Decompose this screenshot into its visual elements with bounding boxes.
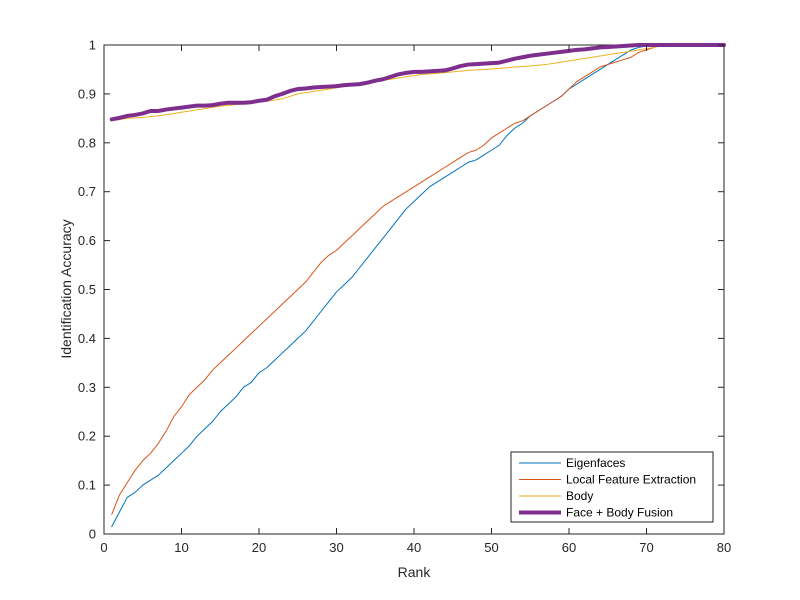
x-tick-label: 50: [484, 540, 498, 555]
legend: Eigenfaces Local Feature Extraction Body Fa…: [510, 451, 714, 523]
series-line-local-feature-extraction: [111, 44, 725, 515]
series-layer: [109, 43, 726, 528]
x-tick-label: 40: [407, 540, 421, 555]
x-tick-label: 30: [329, 540, 343, 555]
y-tick-label: 0.4: [78, 331, 96, 346]
y-tick-label: 0.1: [78, 478, 96, 493]
legend-box: [510, 451, 714, 523]
y-tick-label: 0.7: [78, 184, 96, 199]
legend-label: Local Feature Extraction: [566, 473, 696, 487]
legend-label: Face + Body Fusion: [566, 506, 673, 520]
x-tick-label: 10: [174, 540, 188, 555]
y-tick-label: 0: [89, 527, 96, 542]
y-tick-label: 1: [89, 38, 96, 53]
y-tick-label: 0.9: [78, 86, 96, 101]
x-tick-label: 60: [562, 540, 576, 555]
series-line-face-body-fusion: [109, 43, 726, 122]
x-tick-label: 20: [252, 540, 266, 555]
y-axis-label: Identification Accuracy: [58, 219, 74, 358]
y-tick-label: 0.3: [78, 380, 96, 395]
legend-label: Body: [566, 489, 593, 503]
x-tick-label: 80: [717, 540, 731, 555]
series-line-body: [111, 44, 725, 122]
y-tick-label: 0.5: [78, 282, 96, 297]
legend-label: Eigenfaces: [566, 456, 625, 470]
x-tick-label: 0: [100, 540, 107, 555]
x-axis-label: Rank: [398, 564, 432, 580]
y-tick-label: 0.8: [78, 135, 96, 150]
y-tick-label: 0.6: [78, 233, 96, 248]
x-tick-label: 70: [639, 540, 653, 555]
y-tick-label: 0.2: [78, 429, 96, 444]
tick-layer: 0 10 20 30 40 50 60 70 80 0 0.1 0.2 0.3 0.4 0.5 0.6 0.7 0…: [78, 38, 731, 556]
